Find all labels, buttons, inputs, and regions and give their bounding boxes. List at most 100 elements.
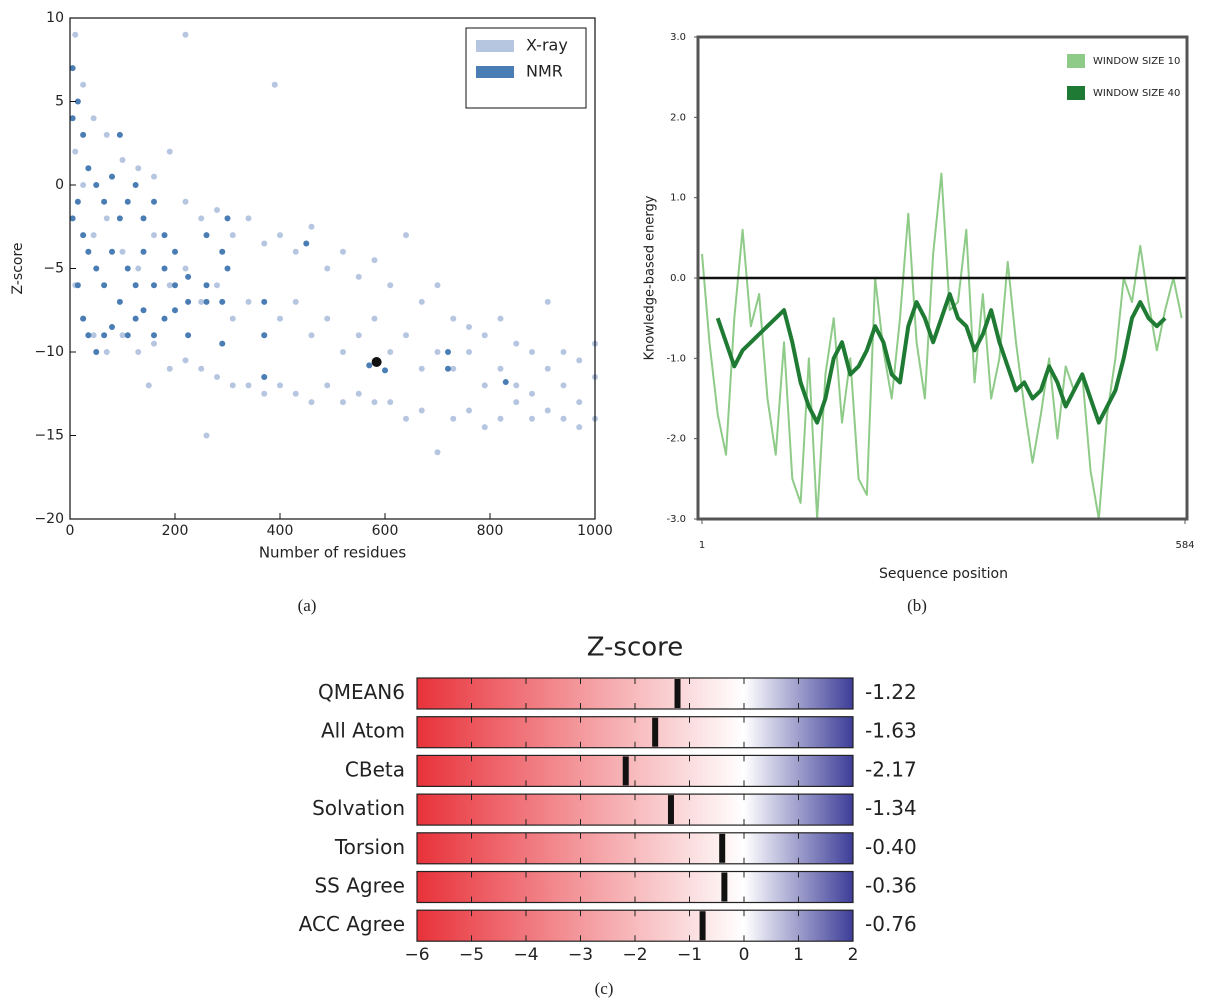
data-point [261, 240, 268, 247]
y-tick-label: 3.0 [670, 32, 686, 43]
value-label: -0.40 [865, 835, 917, 859]
data-point [203, 432, 210, 439]
data-point [245, 382, 252, 389]
data-point [403, 232, 409, 239]
x-tick-label: 0 [66, 523, 75, 539]
value-label: -1.34 [865, 796, 917, 820]
data-point [229, 315, 236, 322]
data-point [576, 357, 583, 364]
data-point [80, 232, 87, 239]
data-point [103, 349, 110, 355]
data-point [502, 379, 509, 386]
data-point [93, 265, 100, 272]
data-point [101, 332, 108, 339]
data-point [292, 298, 299, 305]
data-point [277, 382, 283, 389]
y-tick-label: -2.0 [666, 434, 686, 445]
data-point [445, 349, 451, 355]
data-point [219, 248, 226, 255]
data-point [135, 265, 142, 272]
data-point [544, 365, 551, 372]
data-point [382, 367, 388, 374]
data-point [261, 390, 268, 397]
data-line [715, 292, 1167, 425]
data-point [497, 315, 504, 322]
value-label: -0.36 [865, 874, 917, 898]
data-point [151, 232, 157, 239]
data-point [450, 315, 457, 322]
legend-swatch [1067, 86, 1085, 100]
data-point [132, 182, 139, 188]
score-marker [674, 679, 681, 708]
chart-title: Z-score [587, 633, 684, 663]
score-marker [699, 911, 706, 941]
data-point [109, 173, 115, 180]
x-tick-label: −4 [513, 945, 538, 965]
category-label: All Atom [321, 719, 405, 743]
score-marker [652, 717, 659, 747]
data-point [135, 165, 142, 172]
legend-swatch [476, 40, 514, 52]
x-tick-label: 1 [699, 540, 705, 551]
x-tick-label: −6 [404, 945, 429, 965]
data-point [166, 365, 173, 372]
data-point [69, 65, 76, 72]
data-point [340, 349, 346, 355]
data-point [403, 332, 409, 339]
data-point [182, 357, 189, 364]
data-point [366, 362, 373, 369]
data-point [80, 182, 87, 188]
data-point [103, 215, 110, 222]
y-tick-label: −20 [34, 511, 64, 527]
data-point [466, 407, 472, 414]
data-point [185, 298, 192, 305]
data-point [292, 248, 299, 255]
data-point [214, 207, 220, 214]
y-tick-label: 2.0 [670, 112, 686, 123]
data-point [116, 298, 123, 305]
x-tick-label: 800 [477, 523, 504, 539]
data-point [119, 248, 126, 255]
x-tick-label: 400 [267, 523, 294, 539]
data-point [93, 349, 100, 355]
y-tick-label: −5 [43, 261, 64, 277]
data-point [116, 131, 123, 138]
data-point [80, 131, 87, 138]
data-point [198, 298, 205, 305]
data-point [324, 382, 331, 389]
x-tick-label: −5 [459, 945, 484, 965]
data-point [261, 374, 268, 381]
category-label: CBeta [345, 757, 405, 781]
data-point [203, 298, 210, 305]
data-point [308, 399, 315, 406]
data-point [497, 415, 504, 422]
data-point [560, 382, 567, 389]
data-point [445, 365, 451, 372]
value-label: -0.76 [865, 912, 917, 936]
data-point [145, 382, 152, 389]
data-point [119, 332, 126, 339]
data-point [371, 315, 378, 322]
data-point [172, 282, 178, 289]
data-point [544, 407, 551, 414]
data-point [292, 390, 299, 397]
x-tick-label: 0 [739, 945, 750, 965]
data-point [182, 31, 189, 38]
data-point [371, 257, 378, 264]
data-point [229, 232, 236, 239]
data-point [85, 165, 92, 172]
data-point [245, 298, 252, 305]
data-point [434, 282, 441, 289]
y-tick-label: 0 [55, 177, 64, 193]
data-point [481, 382, 488, 389]
x-tick-label: 1 [793, 945, 804, 965]
data-point [90, 115, 97, 122]
data-point [90, 232, 97, 239]
category-label: Torsion [334, 835, 405, 859]
data-point [224, 265, 231, 272]
y-tick-label: -3.0 [666, 514, 686, 525]
data-point [161, 265, 168, 272]
data-point [72, 148, 79, 155]
x-tick-label: 600 [372, 523, 399, 539]
